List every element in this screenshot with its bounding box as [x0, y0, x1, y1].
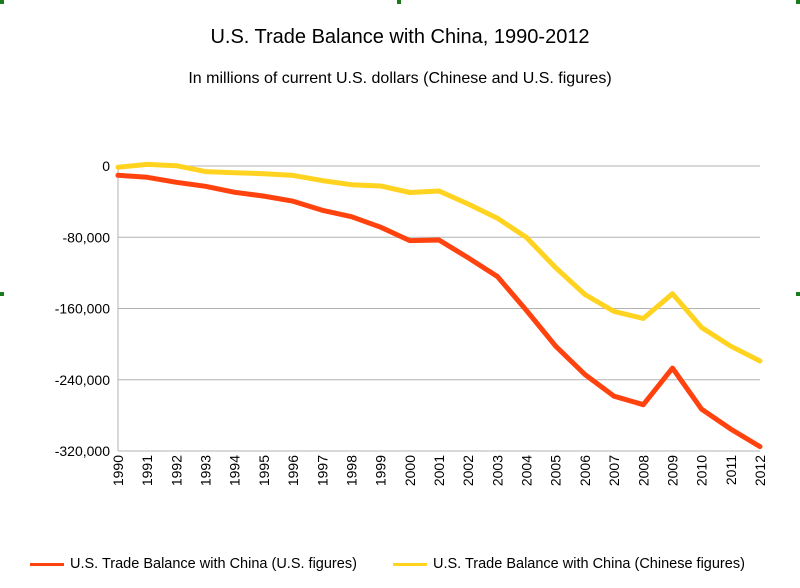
x-tick-label: 2012 — [752, 455, 768, 486]
series-lines — [115, 161, 763, 450]
x-tick-label: 2010 — [694, 455, 710, 486]
chart-subtitle: In millions of current U.S. dollars (Chi… — [188, 70, 612, 87]
legend-label: U.S. Trade Balance with China (Chinese f… — [433, 556, 745, 572]
x-tick-label: 2005 — [548, 455, 564, 486]
x-tick-label: 1997 — [314, 455, 330, 486]
x-tick-label: 1991 — [139, 455, 155, 486]
selection-handle[interactable] — [0, 292, 4, 296]
x-tick-label: 1996 — [285, 455, 301, 486]
x-tick-label: 2009 — [664, 455, 680, 486]
x-tick-label: 2006 — [577, 455, 593, 486]
x-tick-label: 2001 — [431, 455, 447, 486]
x-tick-label: 2008 — [635, 455, 651, 486]
x-axis-ticks: 1990 1991 1992 1993 1994 1995 1996 1997 1998 1999… — [110, 455, 768, 486]
legend-swatch — [30, 562, 64, 566]
x-tick-label: 1995 — [256, 455, 272, 486]
gridlines — [117, 165, 760, 452]
selection-handle[interactable] — [796, 292, 800, 296]
legend-label: U.S. Trade Balance with China (U.S. figu… — [70, 556, 357, 572]
y-tick-label: -320,000 — [55, 443, 110, 459]
x-tick-label: 2007 — [606, 455, 622, 486]
selection-handle[interactable] — [397, 0, 401, 4]
series-line-1 — [115, 161, 763, 364]
y-tick-label: -80,000 — [63, 229, 111, 245]
x-tick-label: 1994 — [227, 455, 243, 486]
legend-item-chinese-figures: U.S. Trade Balance with China (Chinese f… — [393, 556, 745, 572]
y-axis-ticks: 0 -80,000 -160,000 -240,000 -320,000 — [55, 158, 110, 459]
x-tick-label: 1992 — [168, 455, 184, 486]
x-tick-label: 2011 — [723, 455, 739, 485]
x-tick-label: 2003 — [489, 455, 505, 486]
legend-item-us-figures: U.S. Trade Balance with China (U.S. figu… — [30, 556, 357, 572]
x-tick-label: 1993 — [198, 455, 214, 486]
x-tick-label: 1998 — [343, 455, 359, 486]
x-tick-label: 1999 — [373, 455, 389, 486]
y-tick-label: -160,000 — [55, 301, 110, 317]
x-tick-label: 2002 — [460, 455, 476, 486]
y-tick-label: -240,000 — [55, 372, 110, 388]
x-tick-label: 2000 — [402, 455, 418, 486]
series-line-0 — [115, 172, 763, 450]
x-tick-label: 1990 — [110, 455, 126, 486]
y-tick-label: 0 — [102, 158, 110, 174]
line-chart: 0-80,000-160,000-240,000-320,000 1990 199… — [55, 158, 768, 486]
selection-handle[interactable] — [796, 0, 800, 4]
x-tick-label: 2004 — [519, 455, 535, 486]
chart-title: U.S. Trade Balance with China, 1990-2012 — [210, 26, 590, 48]
legend-swatch — [393, 562, 427, 566]
selection-handle[interactable] — [0, 0, 4, 4]
